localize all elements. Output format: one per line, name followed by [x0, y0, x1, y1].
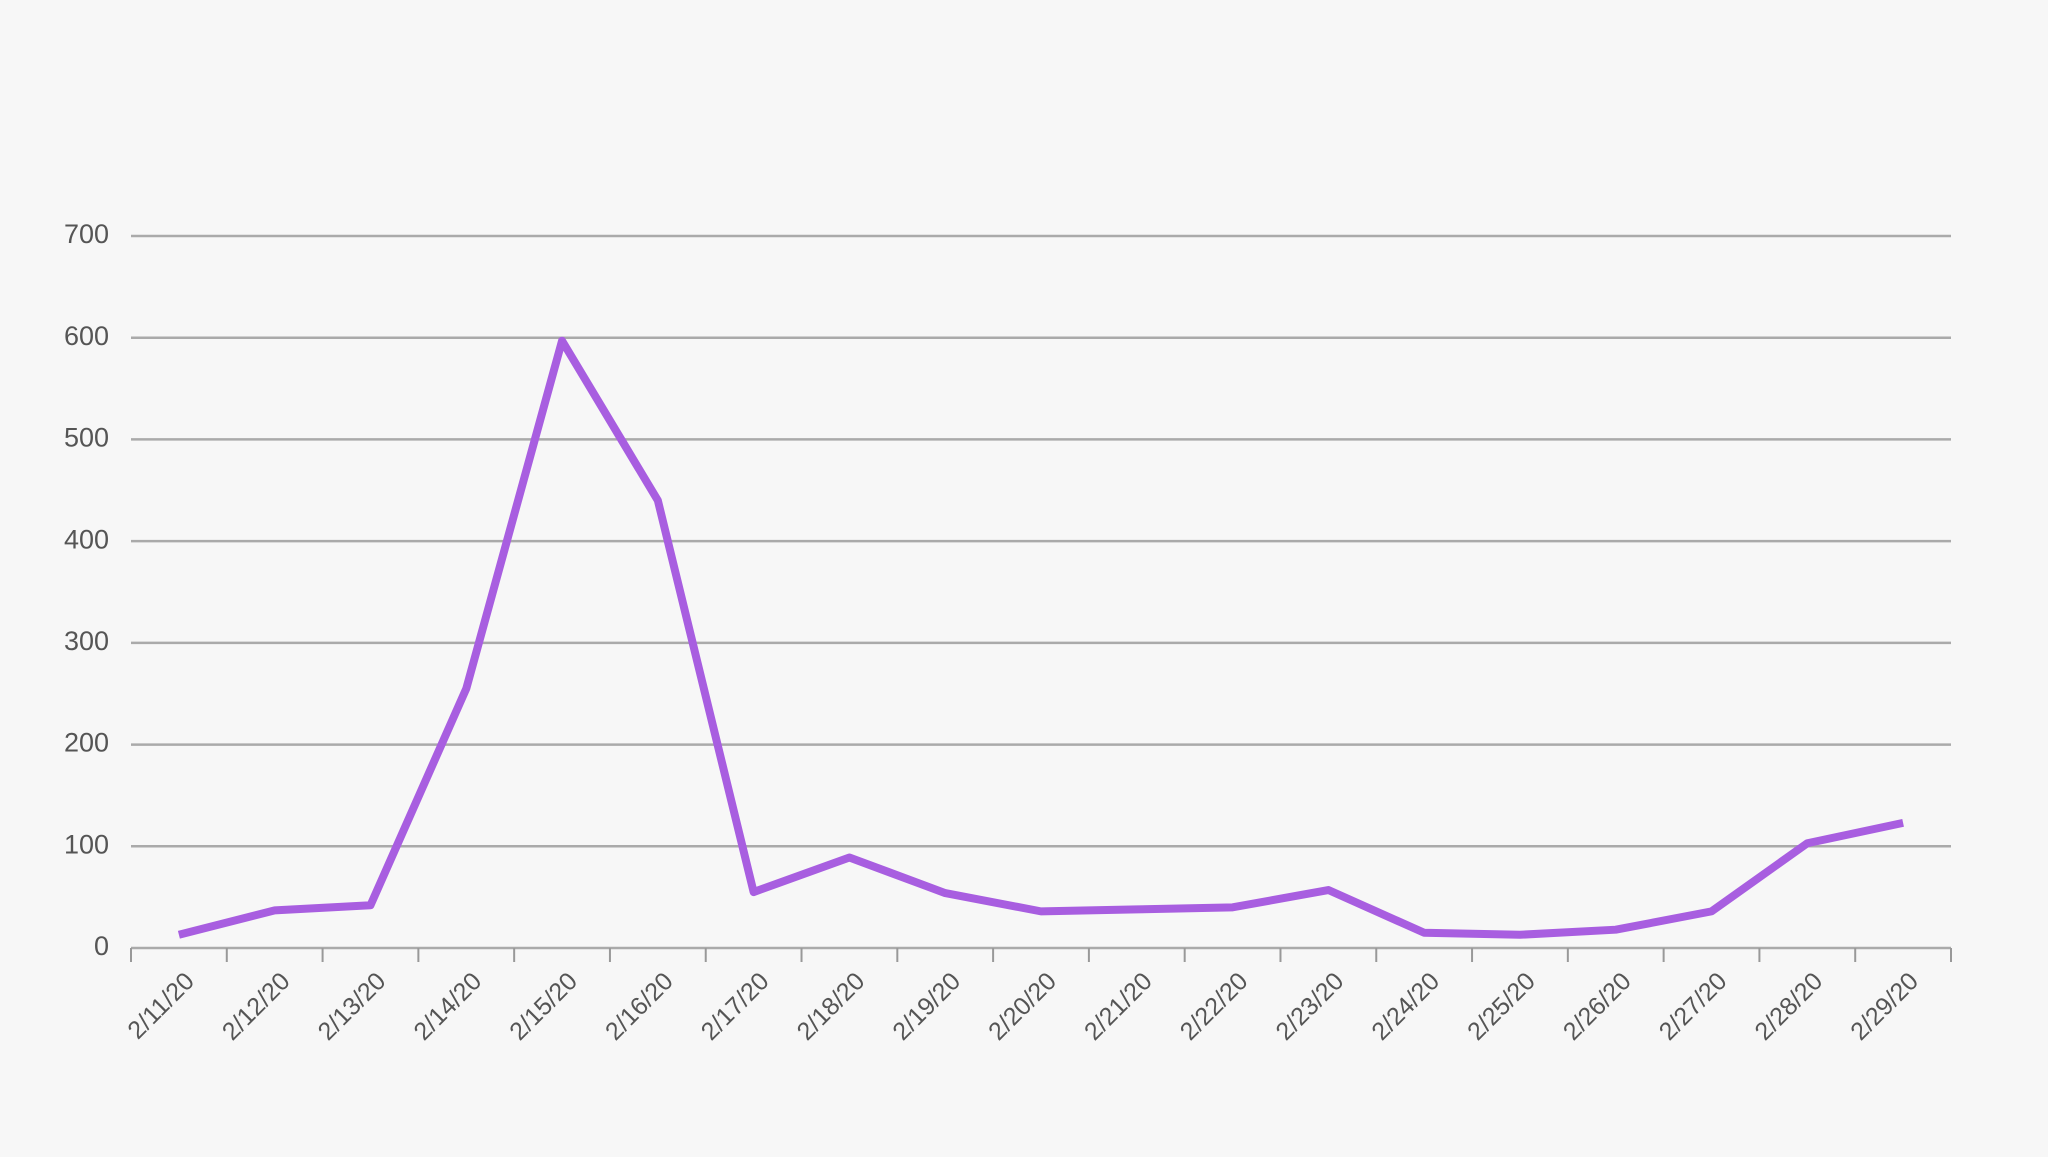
y-tick-label: 0: [94, 931, 109, 961]
x-tick-label: 2/17/20: [696, 967, 775, 1046]
x-tick-label: 2/15/20: [504, 967, 583, 1046]
y-tick-label: 300: [64, 626, 109, 656]
x-tick-label: 2/13/20: [313, 967, 392, 1046]
y-tick-label: 200: [64, 728, 109, 758]
x-tick-label: 2/25/20: [1462, 967, 1541, 1046]
x-tick-label: 2/22/20: [1175, 967, 1254, 1046]
y-tick-label: 100: [64, 829, 109, 859]
y-tick-label: 700: [64, 219, 109, 249]
x-tick-label: 2/27/20: [1654, 967, 1733, 1046]
x-tick-label: 2/20/20: [983, 967, 1062, 1046]
x-tick-label: 2/24/20: [1366, 967, 1445, 1046]
x-tick-label: 2/21/20: [1079, 967, 1158, 1046]
y-tick-label: 600: [64, 321, 109, 351]
x-tick-label: 2/29/20: [1845, 967, 1924, 1046]
data-line: [177, 336, 1904, 939]
x-tick-label: 2/12/20: [217, 967, 296, 1046]
y-tick-label: 500: [64, 423, 109, 453]
x-tick-label: 2/19/20: [887, 967, 966, 1046]
x-tick-label: 2/11/20: [122, 967, 199, 1044]
x-tick-label: 2/16/20: [600, 967, 679, 1046]
x-tick-label: 2/14/20: [408, 967, 487, 1046]
x-tick-label: 2/18/20: [792, 967, 871, 1046]
x-tick-label: 2/23/20: [1270, 967, 1349, 1046]
y-tick-label: 400: [64, 524, 109, 554]
x-tick-label: 2/28/20: [1749, 967, 1828, 1046]
x-tick-label: 2/26/20: [1558, 967, 1637, 1046]
